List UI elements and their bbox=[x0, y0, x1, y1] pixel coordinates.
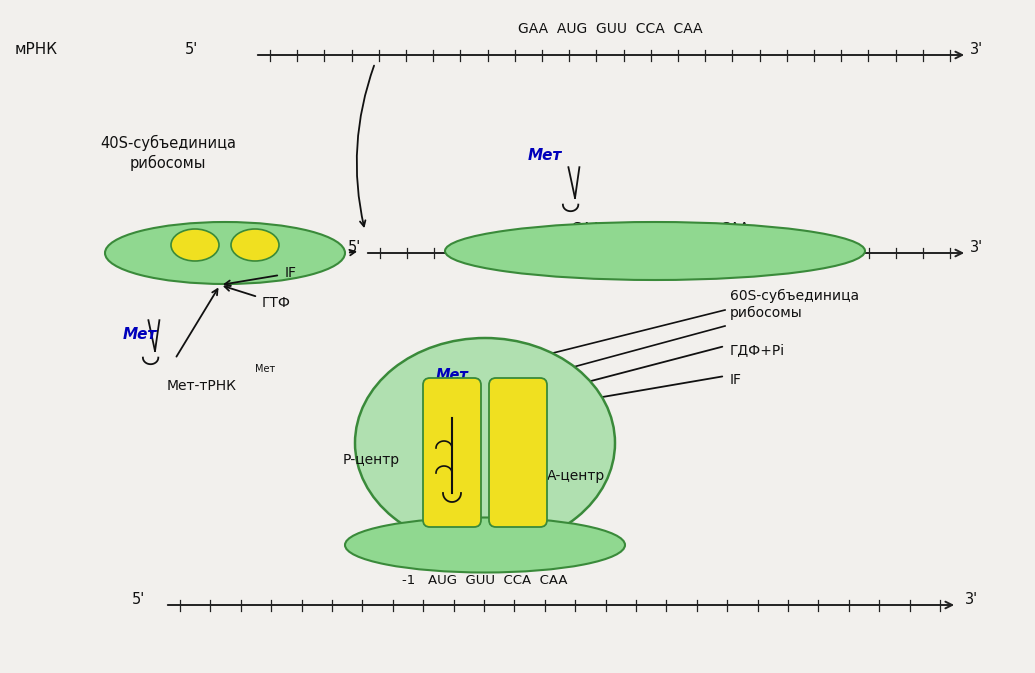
Text: 3': 3' bbox=[970, 42, 983, 57]
Text: Мет: Мет bbox=[123, 326, 157, 341]
Text: IF: IF bbox=[730, 373, 742, 387]
FancyBboxPatch shape bbox=[489, 378, 548, 527]
Text: 5': 5' bbox=[185, 42, 199, 57]
Text: 60S-субъединица
рибосомы: 60S-субъединица рибосомы bbox=[730, 289, 859, 320]
Text: Мет: Мет bbox=[255, 364, 275, 374]
Ellipse shape bbox=[105, 222, 345, 284]
Text: GAA  AUG  GUU  CCA  CAA: GAA AUG GUU CCA CAA bbox=[518, 22, 703, 36]
Text: 5': 5' bbox=[132, 592, 145, 608]
Ellipse shape bbox=[171, 229, 219, 261]
Text: -1   AUG  GUU  CCA  CAA: -1 AUG GUU CCA CAA bbox=[403, 574, 568, 587]
FancyBboxPatch shape bbox=[423, 378, 481, 527]
Text: IF: IF bbox=[285, 266, 297, 280]
Text: 3': 3' bbox=[965, 592, 978, 608]
Text: Мет-тРНК: Мет-тРНК bbox=[167, 379, 237, 393]
Ellipse shape bbox=[231, 229, 279, 261]
Text: Р-центр: Р-центр bbox=[343, 453, 401, 467]
Text: ГТФ: ГТФ bbox=[262, 296, 291, 310]
Ellipse shape bbox=[355, 338, 615, 548]
Text: Мет: Мет bbox=[528, 149, 562, 164]
Text: 40S-субъединица
рибосомы: 40S-субъединица рибосомы bbox=[100, 135, 236, 171]
Text: GAA  AUG  GUU  CCA  CAA: GAA AUG GUU CCA CAA bbox=[571, 221, 748, 234]
Ellipse shape bbox=[345, 518, 625, 573]
Text: 3': 3' bbox=[970, 240, 983, 256]
Text: А-центр: А-центр bbox=[548, 469, 605, 483]
Text: 5': 5' bbox=[348, 240, 361, 256]
Text: ГДФ+Рi: ГДФ+Рi bbox=[730, 343, 786, 357]
Text: Мет: Мет bbox=[436, 369, 469, 384]
Ellipse shape bbox=[445, 222, 865, 280]
Text: мРНК: мРНК bbox=[14, 42, 58, 57]
